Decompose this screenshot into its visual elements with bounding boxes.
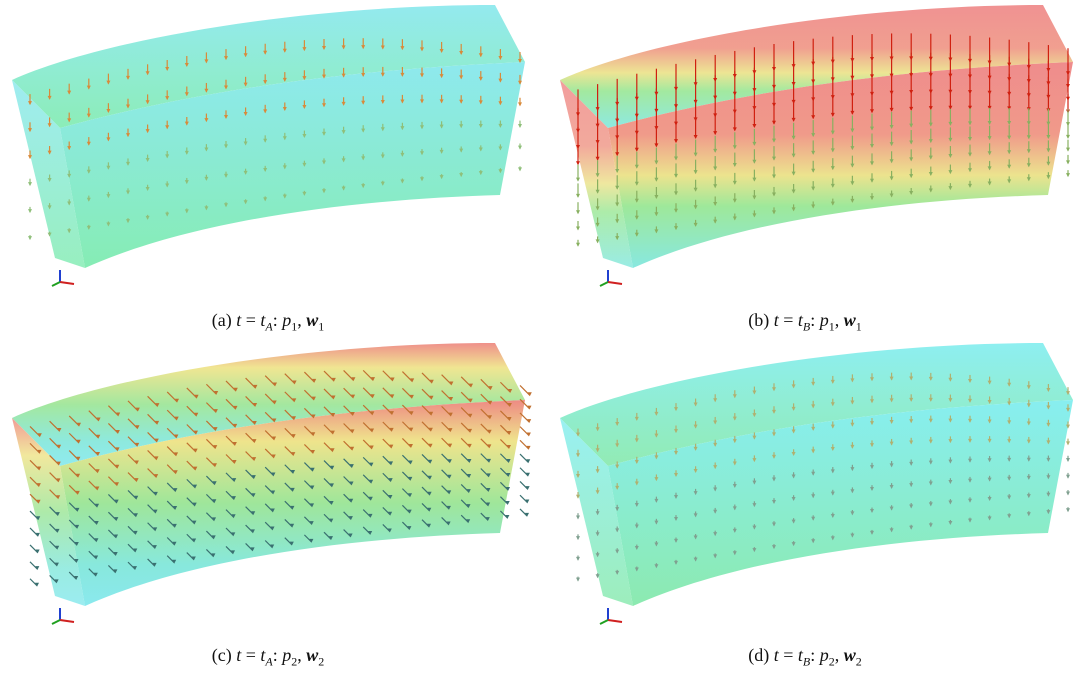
axis-y (600, 620, 608, 624)
axis-triad (600, 270, 622, 286)
arrow-head (28, 209, 32, 213)
arrow-head (1066, 491, 1070, 495)
panel-rendering (560, 343, 1073, 624)
arrow-head (518, 167, 522, 171)
arrow-head (1066, 508, 1070, 512)
arrow-head (1066, 458, 1070, 462)
arrow-head (518, 146, 522, 150)
flow-arrow (30, 545, 38, 553)
axis-triad (52, 270, 74, 286)
arrow-head (28, 182, 32, 186)
arrow-head (576, 515, 580, 519)
arrow-head (576, 578, 580, 582)
arrow-head (576, 557, 580, 561)
caption: (a) t = tA: p1, w1 (0, 310, 536, 335)
axis-y (52, 282, 60, 286)
arrow-head (518, 124, 522, 128)
caption: (b) t = tB: p1, w1 (537, 310, 1073, 335)
arrow-head (28, 236, 32, 240)
flow-arrow (520, 427, 529, 436)
axis-y (52, 620, 60, 624)
arrow-head (576, 210, 580, 214)
panel-rendering (12, 5, 525, 286)
flow-arrow (520, 468, 528, 476)
flow-arrow (520, 454, 528, 462)
flow-arrow (30, 528, 38, 536)
flow-arrow (520, 440, 529, 449)
arrow-head (1066, 475, 1070, 479)
caption: (d) t = tB: p2, w2 (537, 645, 1073, 670)
arrow-head (1066, 441, 1070, 445)
arrow-head (576, 227, 580, 231)
axis-triad (52, 608, 74, 624)
panel-rendering (12, 343, 532, 624)
arrow-head (1066, 173, 1070, 177)
axis-x (60, 620, 74, 622)
flow-arrow (30, 562, 37, 569)
figure: (a) t = tA: p1, w1 (b) t = tB: p1, w1 (c… (0, 0, 1073, 675)
arrow-head (576, 178, 580, 182)
flow-arrow (520, 481, 528, 489)
axis-x (60, 282, 74, 284)
axis-y (600, 282, 608, 286)
renderings (0, 0, 1073, 675)
flow-arrow (30, 579, 37, 586)
arrow-head (576, 243, 580, 247)
caption: (c) t = tA: p2, w2 (0, 645, 536, 670)
arrow-head (1066, 148, 1070, 152)
panel-rendering (560, 5, 1073, 286)
axis-x (608, 620, 622, 622)
arrow-head (576, 194, 580, 198)
arrow-head (518, 102, 522, 106)
arrow-head (576, 536, 580, 540)
axis-triad (600, 608, 622, 624)
axis-x (608, 282, 622, 284)
arrow-head (1066, 160, 1070, 164)
flow-arrow (520, 509, 527, 516)
flow-arrow (520, 495, 527, 502)
arrow-head (1066, 135, 1070, 139)
